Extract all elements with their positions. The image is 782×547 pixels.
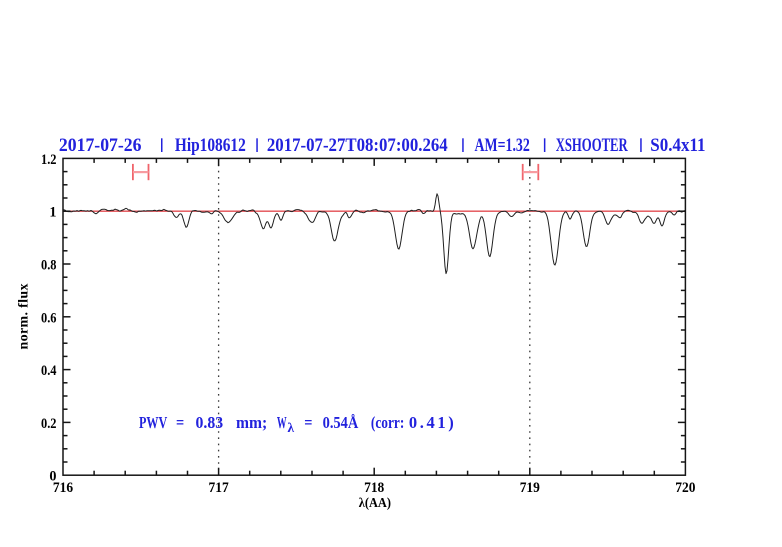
svg-text:λ(AA): λ(AA) [359,496,391,511]
svg-text:719: 719 [520,480,540,496]
svg-text:1.2: 1.2 [41,152,57,168]
svg-text:0.4: 0.4 [41,363,57,379]
svg-text:S0.4x11: S0.4x11 [650,135,705,156]
svg-text:0.41): 0.41) [409,413,454,432]
svg-text:(corr:: (corr: [371,413,404,432]
svg-text:0.8: 0.8 [41,258,57,274]
svg-text:AM=1.32: AM=1.32 [475,135,530,156]
svg-text:norm. flux: norm. flux [17,284,32,350]
svg-text:0.6: 0.6 [41,310,57,326]
svg-text:0.54Å: 0.54Å [323,413,359,432]
svg-text:0.2: 0.2 [41,416,57,432]
svg-text:PWV: PWV [139,413,167,432]
svg-text:Hip108612: Hip108612 [175,135,246,156]
svg-text:0.83: 0.83 [196,413,224,432]
svg-text:λ: λ [288,420,295,435]
svg-text:2017-07-26: 2017-07-26 [59,135,142,156]
svg-text:0: 0 [49,469,56,485]
svg-text:=: = [304,413,312,432]
svg-text:=: = [176,413,184,432]
svg-text:717: 717 [209,480,229,496]
svg-text:718: 718 [364,480,384,496]
svg-text:2017-07-27T08:07:00.264: 2017-07-27T08:07:00.264 [267,135,448,156]
svg-text:720: 720 [675,480,695,496]
svg-text:mm;: mm; [236,413,267,432]
svg-text:1: 1 [49,205,56,221]
svg-text:W: W [277,413,287,432]
svg-text:716: 716 [53,480,73,496]
svg-text:XSHOOTER: XSHOOTER [556,135,628,156]
